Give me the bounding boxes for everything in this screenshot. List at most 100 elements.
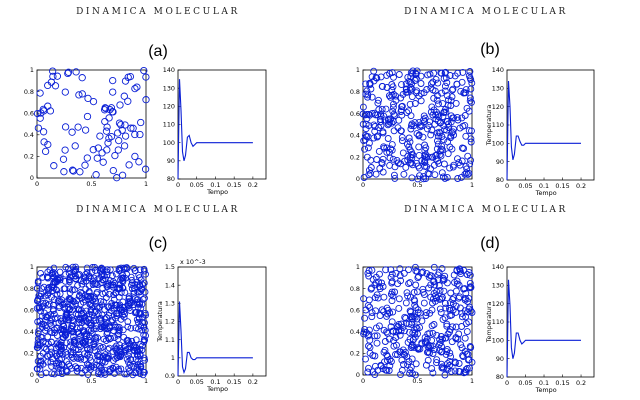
data-point [39, 128, 48, 136]
data-point [85, 274, 93, 282]
data-point [44, 140, 52, 149]
data-point [118, 126, 126, 134]
data-point [115, 330, 122, 337]
data-point [49, 355, 57, 363]
data-point [59, 326, 67, 333]
data-point [422, 361, 430, 369]
data-point [389, 107, 397, 115]
data-point [455, 281, 463, 289]
data-point [131, 347, 138, 354]
data-point [135, 310, 143, 317]
data-point [117, 121, 125, 129]
data-point [421, 114, 429, 122]
data-point [60, 323, 68, 330]
data-point [141, 165, 150, 173]
data-point [403, 289, 411, 297]
data-point [360, 295, 368, 303]
data-point [405, 107, 413, 115]
data-point [407, 125, 415, 133]
data-point [377, 122, 385, 129]
data-point [120, 92, 128, 100]
data-point [70, 355, 77, 362]
data-point [398, 133, 406, 141]
data-point [385, 367, 393, 374]
data-point [86, 346, 94, 354]
data-point [387, 358, 395, 365]
data-point [111, 151, 119, 160]
data-point [115, 352, 123, 360]
data-point [365, 331, 373, 338]
data-point [395, 304, 403, 312]
data-point [397, 160, 405, 168]
x-axis-label: Tempo [206, 188, 228, 196]
data-point [415, 272, 423, 280]
y-tick-label: 0.2 [24, 153, 34, 161]
data-point [58, 345, 66, 353]
data-point [44, 268, 52, 276]
data-point [465, 169, 473, 177]
data-point [49, 72, 57, 81]
data-point [441, 82, 449, 90]
data-point [98, 359, 106, 367]
data-point [91, 309, 99, 316]
data-point [454, 175, 462, 182]
x-tick-label: 0.05 [190, 378, 204, 386]
data-point [446, 306, 454, 314]
data-point [466, 97, 474, 105]
data-point [61, 123, 70, 131]
data-point [89, 297, 96, 304]
data-point [413, 130, 421, 138]
data-point [381, 116, 389, 124]
data-point [122, 274, 129, 282]
data-point [432, 75, 440, 83]
panel-a: DINAMICA MOLECULAR (a) 0 0.2 0.4 0.6 0.8 1 0 0.5 1… [24, 7, 267, 196]
data-point [426, 118, 434, 126]
data-point [133, 316, 141, 323]
data-point [447, 132, 455, 140]
data-point [422, 175, 430, 183]
data-point [467, 344, 475, 351]
data-point [68, 166, 77, 174]
data-point [76, 168, 84, 176]
data-point [71, 336, 79, 344]
data-point [44, 358, 51, 366]
data-point [128, 281, 135, 289]
data-point [63, 358, 70, 365]
data-point [411, 263, 419, 271]
y-tick-label: 110 [492, 121, 504, 129]
data-point [56, 350, 63, 358]
data-point [388, 270, 396, 278]
data-point [369, 352, 377, 359]
line-frame [506, 69, 595, 181]
y-tick-label: 140 [163, 66, 175, 74]
data-point [407, 73, 415, 81]
x-tick-label: 0.5 [86, 180, 96, 188]
scatter-points [359, 67, 476, 183]
data-point [96, 132, 104, 140]
data-point [78, 364, 85, 372]
data-point [465, 107, 473, 115]
temperature-line [177, 79, 253, 180]
data-point [468, 98, 475, 106]
data-point [104, 329, 111, 336]
data-point [47, 345, 55, 352]
data-point [388, 86, 396, 94]
data-point [462, 368, 470, 376]
data-point [131, 152, 139, 161]
data-point [453, 113, 461, 121]
data-point [99, 266, 107, 274]
data-point [48, 329, 56, 337]
data-point [72, 263, 79, 271]
data-point [368, 266, 376, 274]
data-point [139, 296, 147, 303]
y-tick-label: 80 [496, 176, 504, 184]
data-point [394, 323, 402, 330]
data-point [408, 342, 416, 350]
data-point [36, 89, 44, 97]
y-axis-label: Temperatura [485, 105, 493, 147]
data-point [414, 345, 422, 353]
panel-header: DINAMICA MOLECULAR [404, 7, 568, 17]
data-point [109, 166, 117, 175]
data-point [115, 265, 123, 272]
data-point [416, 123, 424, 131]
